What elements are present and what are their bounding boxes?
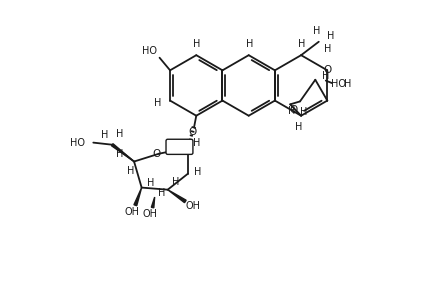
Polygon shape (168, 190, 186, 203)
Text: OH: OH (186, 201, 200, 211)
Text: H: H (298, 39, 306, 49)
Text: HO: HO (142, 46, 156, 56)
Text: H: H (322, 71, 330, 80)
Text: H: H (127, 166, 134, 176)
Text: O: O (323, 65, 331, 75)
Text: H: H (327, 31, 334, 41)
Text: H: H (299, 107, 307, 117)
Text: OH: OH (143, 209, 158, 219)
Text: H: H (172, 177, 180, 187)
Polygon shape (134, 188, 142, 206)
Text: O: O (153, 149, 161, 159)
Text: H: H (101, 130, 109, 140)
Polygon shape (112, 144, 134, 162)
Text: H: H (116, 149, 123, 159)
Text: H: H (116, 129, 124, 139)
Text: H: H (344, 79, 352, 89)
Text: HO: HO (70, 138, 85, 148)
Text: H: H (194, 39, 201, 49)
Text: H: H (194, 167, 202, 177)
Text: Abs: Abs (170, 142, 189, 151)
Text: H: H (324, 44, 332, 54)
Polygon shape (152, 197, 155, 208)
Text: OH: OH (125, 207, 140, 217)
Text: H: H (194, 138, 201, 148)
Text: H: H (154, 98, 161, 108)
Text: H: H (246, 39, 253, 49)
Text: H: H (288, 106, 295, 116)
Text: O: O (289, 105, 298, 115)
Text: O: O (188, 127, 196, 137)
Text: H: H (158, 188, 166, 198)
FancyBboxPatch shape (166, 139, 193, 154)
Text: H: H (147, 178, 155, 187)
Text: H: H (313, 26, 320, 36)
Text: H: H (295, 122, 303, 132)
Text: HO: HO (331, 79, 346, 89)
